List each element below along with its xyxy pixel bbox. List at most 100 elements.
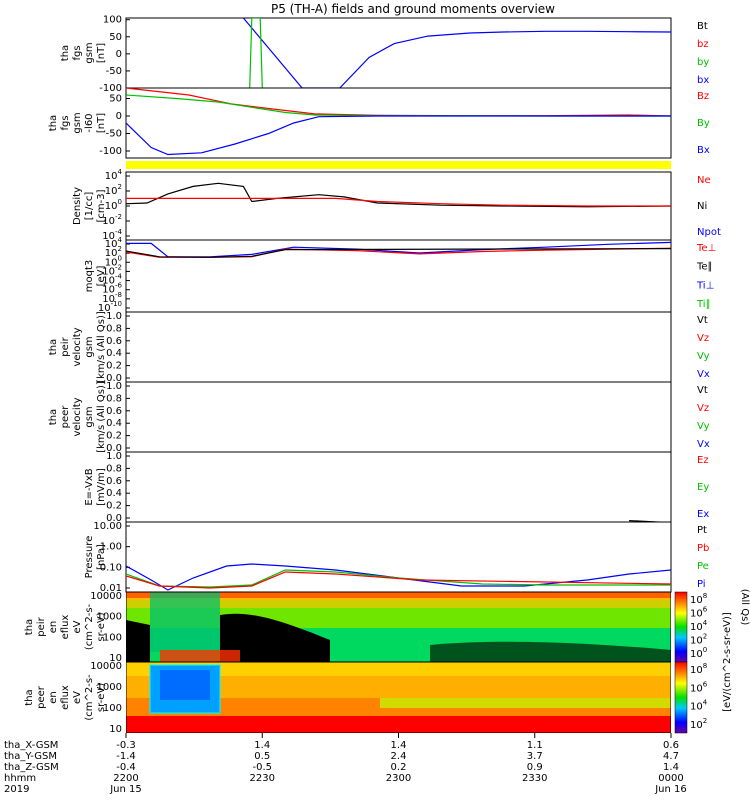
y-axis-label: velocity: [72, 397, 83, 436]
series-bx: [242, 18, 671, 88]
x-tick-label: Jun 16: [654, 784, 687, 795]
y-axis-label: (cm^2-s-: [84, 674, 95, 721]
legend-entry: Vt: [697, 385, 708, 396]
y-axis-label: [eV]: [96, 266, 107, 287]
x-tick-label: 1.4: [254, 740, 270, 751]
legend-entry: Pe: [697, 561, 709, 572]
legend-entry: Vx: [697, 369, 710, 380]
colorbar-tick-label: 108: [690, 592, 707, 606]
y-tick-label: 10-6: [102, 282, 122, 296]
y-tick-label: 0.8: [106, 393, 122, 404]
x-row-label: tha_Z-GSM: [4, 762, 59, 773]
x-tick-label: 2300: [386, 773, 411, 784]
peir-colorbar: [674, 591, 688, 663]
y-axis-label: [km/s (All Qs)]: [96, 381, 107, 453]
y-tick-label: 0.8: [106, 323, 122, 334]
y-axis-label: [mV/m]: [96, 468, 107, 506]
y-axis-label: fgs: [60, 115, 71, 130]
x-tick-label: 1.1: [527, 740, 543, 751]
legend-entry: Ne: [697, 175, 711, 186]
legend-entry: Pb: [697, 543, 709, 554]
series-Pb: [126, 571, 671, 589]
y-axis-label: gsm: [72, 112, 83, 133]
y-axis-label: [nT]: [96, 113, 107, 133]
x-row-label: hhmm: [4, 773, 36, 784]
y-tick-label: -50: [106, 129, 122, 140]
legend-entry: By: [697, 118, 710, 129]
y-axis-label: Density: [72, 187, 83, 225]
colorbar-unit: [eV/(cm^2-s-sr-eV)]: [722, 612, 733, 712]
panel-frame: [125, 381, 672, 453]
legend-entry: Vx: [697, 439, 710, 450]
y-axis-label: gsm: [84, 336, 95, 357]
x-tick-label: 1.4: [663, 762, 679, 773]
legend-entry: by: [697, 57, 709, 68]
legend-entry: Vy: [697, 421, 710, 432]
y-axis-label: Pressure: [84, 536, 95, 579]
y-tick-label: 100: [103, 703, 122, 714]
peir-spectrogram: [126, 592, 671, 662]
legend-entry: Ni: [697, 201, 707, 212]
legend-entry: Vt: [697, 315, 708, 326]
x-row-label: tha_Y-GSM: [4, 751, 57, 762]
y-tick-label: 1000: [97, 612, 122, 623]
y-tick-label: 1.00: [100, 542, 122, 553]
y-tick-label: 100: [105, 254, 122, 268]
x-tick-label: -0.3: [116, 740, 136, 751]
x-tick-label: 4.7: [663, 751, 679, 762]
y-tick-label: 1.0: [106, 311, 122, 322]
y-tick-label: 100: [103, 632, 122, 643]
y-axis-label: tha: [24, 619, 35, 635]
legend-entry: Ey: [697, 482, 709, 493]
y-axis-label: en: [48, 691, 59, 704]
y-tick-label: 0: [116, 111, 122, 122]
x-tick-label: 0.9: [527, 762, 543, 773]
y-tick-label: 10-4: [102, 273, 122, 287]
x-row-label: 2019: [4, 784, 29, 795]
y-axis-label: gsm: [84, 42, 95, 63]
y-axis-label: [km/s (All Qs)]: [96, 311, 107, 383]
x-tick-label: -1.4: [116, 751, 136, 762]
y-tick-label: 102: [105, 245, 122, 259]
y-tick-label: 0.01: [100, 583, 122, 594]
panel-peir_spec: 10000 1000 100 10 tha peir en eflux eV (cm^2-s-sr…: [24, 591, 130, 664]
legend-entry: Ez: [697, 455, 709, 466]
y-tick-label: 10-10: [98, 300, 122, 314]
panel-frame: [125, 521, 672, 593]
legend-entry: Te∥: [696, 262, 713, 273]
panel-frame: [125, 311, 672, 383]
y-axis-label: [nPa]: [96, 544, 107, 570]
x-tick-label: 1.4: [391, 740, 407, 751]
y-tick-label: 10-8: [102, 291, 122, 305]
y-tick-label: 50: [109, 94, 122, 105]
y-axis-label: sr-eV): [96, 683, 107, 712]
panel-peir_velocity: 1.00.8 0.60.4 0.20.0 tha peir velocity gsm [km/…: [48, 311, 710, 384]
y-tick-label: 100: [105, 198, 122, 212]
colorbar-tick-label: 108: [690, 662, 707, 676]
y-tick-label: 0.0: [106, 513, 122, 524]
legend-entry: Ti⊥: [696, 280, 714, 291]
colorbar-tick-label: 106: [690, 606, 708, 620]
y-tick-label: 0.4: [106, 348, 122, 359]
panel-frame: [125, 87, 672, 159]
y-axis-label: fgs: [72, 45, 83, 60]
y-tick-label: 1.0: [106, 381, 122, 392]
x-tick-label: -0.5: [252, 762, 272, 773]
colorbar-tick-label: 104: [690, 699, 708, 713]
colorbar-labels: 108106104102100108106104102[eV/(cm^2-s-s…: [690, 592, 733, 731]
y-axis-label: gsm: [84, 406, 95, 427]
y-tick-label: -100: [99, 83, 122, 94]
y-tick-label: 104: [105, 236, 123, 250]
legend-entry: Npot: [697, 227, 721, 238]
legend-entry: Te⊥: [696, 243, 716, 254]
series-Bz: [126, 88, 671, 117]
y-tick-label: 0.4: [106, 488, 122, 499]
series-Bx: [126, 115, 671, 156]
series-Ti⊥: [126, 241, 671, 258]
x-tick-label: 0000: [658, 773, 683, 784]
y-tick-label: 0.2: [106, 431, 122, 442]
x-axis-labels: tha_X-GSMtha_Y-GSMtha_Z-GSMhhmm2019-0.3-…: [4, 733, 687, 795]
